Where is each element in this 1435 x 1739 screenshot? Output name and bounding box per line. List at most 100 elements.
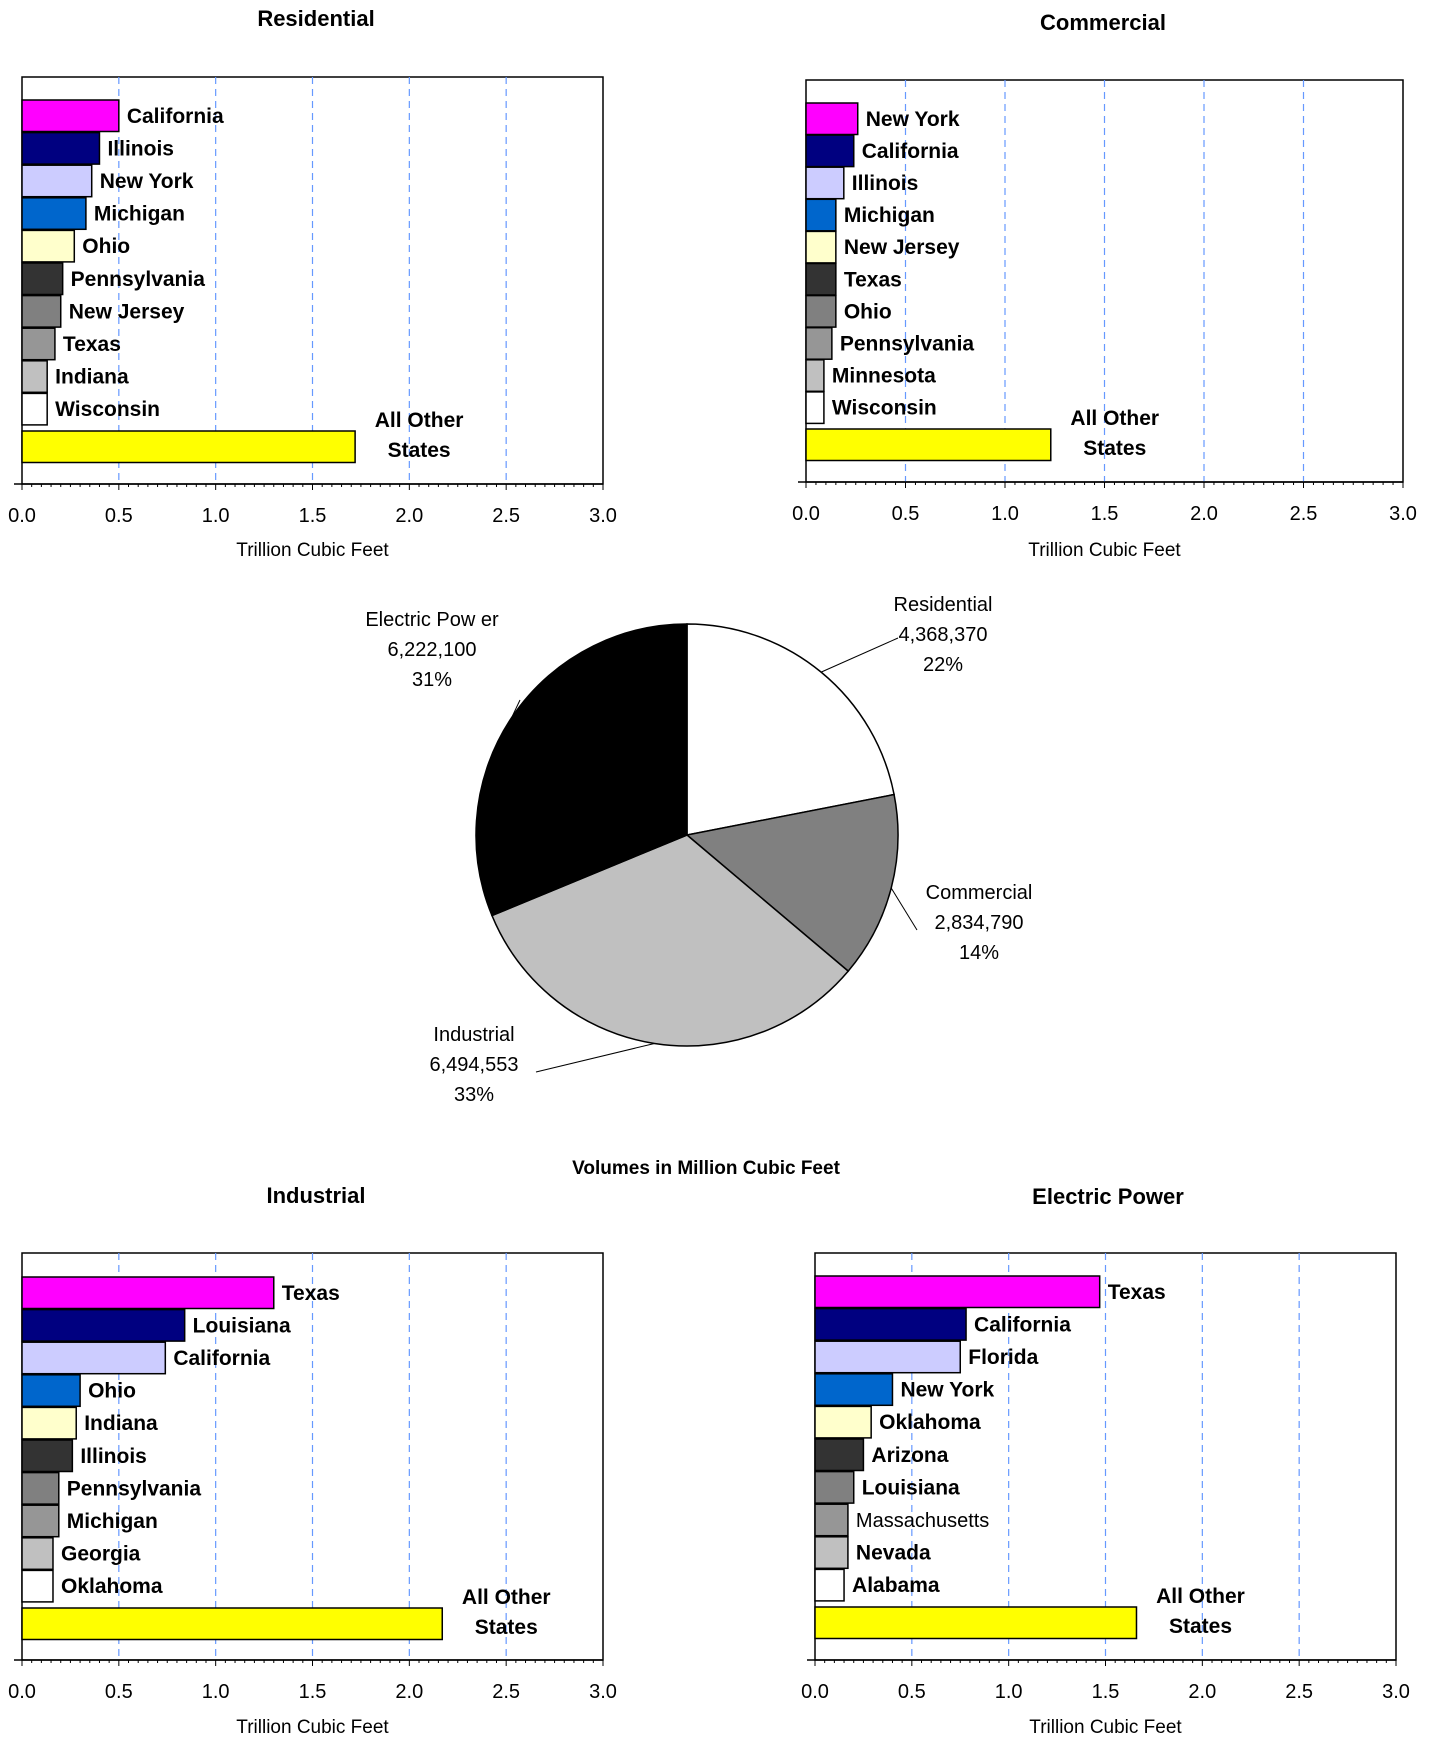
commercial-bar-label: All Other bbox=[1070, 407, 1159, 430]
residential-bar-all-other-states bbox=[21, 430, 356, 464]
industrial-bar-label: Oklahoma bbox=[61, 1575, 163, 1598]
residential-bar-label: Pennsylvania bbox=[71, 268, 206, 291]
residential-bar-label: States bbox=[388, 439, 451, 462]
industrial-x-tick-label: 2.0 bbox=[395, 1681, 423, 1703]
residential-bar-label: Illinois bbox=[107, 137, 174, 160]
residential-bar-label: California bbox=[127, 105, 224, 128]
residential-x-tick-label: 2.0 bbox=[395, 505, 423, 527]
electric-power-bar-label: States bbox=[1169, 1615, 1232, 1638]
electric-power-x-tick-label: 1.0 bbox=[995, 1681, 1023, 1703]
residential-bar-texas bbox=[21, 327, 56, 361]
industrial-x-tick-label: 0.0 bbox=[8, 1681, 36, 1703]
electric-power-x-axis-label: Trillion Cubic Feet bbox=[1029, 1717, 1182, 1738]
pie-label-electric-pow-er: 31% bbox=[412, 669, 452, 691]
industrial-bar-pennsylvania bbox=[21, 1471, 60, 1505]
electric-power-x-tick-label: 0.0 bbox=[801, 1681, 829, 1703]
commercial-bar-new-york bbox=[805, 102, 859, 136]
residential-bar-ohio bbox=[21, 229, 76, 263]
pie-label-residential: 4,368,370 bbox=[899, 624, 988, 646]
commercial-chart-title: Commercial bbox=[1040, 10, 1166, 35]
commercial-bar-label: Ohio bbox=[844, 300, 892, 323]
commercial-bar-texas bbox=[805, 262, 837, 296]
sector-share-pie-chart: Residential 4,368,370 22% Commercial 2,834,7… bbox=[365, 594, 1032, 1106]
electric-power-bar-label: California bbox=[974, 1313, 1071, 1336]
industrial-x-tick-label: 0.5 bbox=[105, 1681, 133, 1703]
residential-bar-label: New York bbox=[100, 170, 194, 193]
electric-power-x-tick-label: 0.5 bbox=[898, 1681, 926, 1703]
pie-label-industrial: Industrial bbox=[433, 1024, 514, 1046]
electric-power-bar-label: Oklahoma bbox=[879, 1411, 981, 1434]
electric-power-bar-label: Nevada bbox=[856, 1542, 931, 1565]
industrial-bar-indiana bbox=[21, 1406, 77, 1440]
industrial-x-tick-label: 2.5 bbox=[492, 1681, 520, 1703]
commercial-bar-label: Pennsylvania bbox=[840, 332, 975, 355]
residential-bar-wisconsin bbox=[21, 392, 48, 426]
industrial-bar-label: All Other bbox=[462, 1586, 551, 1609]
commercial-x-tick-label: 2.0 bbox=[1190, 503, 1218, 525]
commercial-bar-label: New Jersey bbox=[844, 236, 960, 259]
electric-power-chart-title: Electric Power bbox=[1032, 1184, 1184, 1209]
commercial-bar-label: Texas bbox=[844, 268, 902, 291]
commercial-bar-all-other-states bbox=[805, 428, 1052, 462]
commercial-bar-label: Illinois bbox=[852, 172, 919, 195]
electric-power-bar-new-york bbox=[814, 1373, 894, 1407]
industrial-x-tick-label: 3.0 bbox=[589, 1681, 617, 1703]
pie-label-industrial: 6,494,553 bbox=[430, 1054, 519, 1076]
residential-bar-indiana bbox=[21, 360, 48, 394]
industrial-bar-label: Louisiana bbox=[193, 1314, 291, 1337]
industrial-bar-label: Pennsylvania bbox=[67, 1477, 202, 1500]
residential-x-tick-label: 0.5 bbox=[105, 505, 133, 527]
pie-leader-line bbox=[890, 887, 918, 931]
residential-bar-label: New Jersey bbox=[69, 300, 185, 323]
industrial-bar-label: Michigan bbox=[67, 1510, 158, 1533]
industrial-bar-label: Illinois bbox=[80, 1445, 147, 1468]
electric-power-bar-label: Florida bbox=[968, 1346, 1038, 1369]
industrial-bar-label: Ohio bbox=[88, 1380, 136, 1403]
industrial-bar-label: California bbox=[173, 1347, 270, 1370]
electric-power-bar-label: All Other bbox=[1156, 1585, 1245, 1608]
industrial-bar-california bbox=[21, 1341, 167, 1375]
pie-label-commercial: 2,834,790 bbox=[935, 912, 1024, 934]
residential-bar-chart: Residential California Illinois New York Mic… bbox=[8, 6, 617, 561]
industrial-bar-oklahoma bbox=[21, 1569, 54, 1603]
residential-x-axis-label: Trillion Cubic Feet bbox=[236, 540, 389, 561]
electric-power-bar-chart: Electric Power Texas California Florida New … bbox=[801, 1184, 1410, 1738]
industrial-x-tick-label: 1.5 bbox=[299, 1681, 327, 1703]
commercial-x-tick-label: 3.0 bbox=[1389, 503, 1417, 525]
residential-bar-label: Texas bbox=[63, 333, 121, 356]
pie-label-commercial: Commercial bbox=[926, 882, 1033, 904]
pie-slice-electric-pow-er bbox=[475, 623, 688, 917]
commercial-bar-michigan bbox=[805, 198, 837, 232]
pie-label-electric-pow-er: 6,222,100 bbox=[388, 639, 477, 661]
residential-x-tick-label: 1.0 bbox=[202, 505, 230, 527]
residential-bar-label: All Other bbox=[375, 409, 464, 432]
electric-power-bar-massachusetts bbox=[814, 1503, 849, 1537]
commercial-x-tick-label: 0.0 bbox=[792, 503, 820, 525]
residential-bar-label: Indiana bbox=[55, 366, 129, 389]
residential-bar-michigan bbox=[21, 197, 87, 231]
residential-bar-label: Wisconsin bbox=[55, 398, 160, 421]
pie-label-residential: Residential bbox=[894, 594, 993, 616]
pie-leader-line bbox=[820, 637, 899, 673]
electric-power-x-tick-label: 3.0 bbox=[1382, 1681, 1410, 1703]
electric-power-bar-label: Texas bbox=[1108, 1281, 1166, 1304]
commercial-bar-ohio bbox=[805, 294, 837, 328]
residential-bar-illinois bbox=[21, 131, 101, 165]
commercial-bar-chart: Commercial New York California Illinois Mich… bbox=[792, 10, 1417, 561]
industrial-bar-all-other-states bbox=[21, 1607, 444, 1641]
electric-power-bar-oklahoma bbox=[814, 1405, 872, 1439]
industrial-bar-ohio bbox=[21, 1374, 81, 1408]
industrial-x-axis-label: Trillion Cubic Feet bbox=[236, 1717, 389, 1738]
electric-power-bar-label: Arizona bbox=[871, 1444, 948, 1467]
electric-power-x-tick-label: 2.5 bbox=[1285, 1681, 1313, 1703]
pie-slice-commercial bbox=[685, 793, 899, 973]
industrial-bar-georgia bbox=[21, 1537, 54, 1571]
electric-power-bar-texas bbox=[814, 1275, 1101, 1309]
electric-power-bar-label: Louisiana bbox=[862, 1476, 960, 1499]
industrial-chart-title: Industrial bbox=[266, 1183, 365, 1208]
residential-bar-label: Michigan bbox=[94, 203, 185, 226]
commercial-bar-label: California bbox=[862, 140, 959, 163]
residential-bar-label: Ohio bbox=[82, 235, 130, 258]
commercial-x-tick-label: 1.5 bbox=[1091, 503, 1119, 525]
electric-power-bar-nevada bbox=[814, 1536, 849, 1570]
